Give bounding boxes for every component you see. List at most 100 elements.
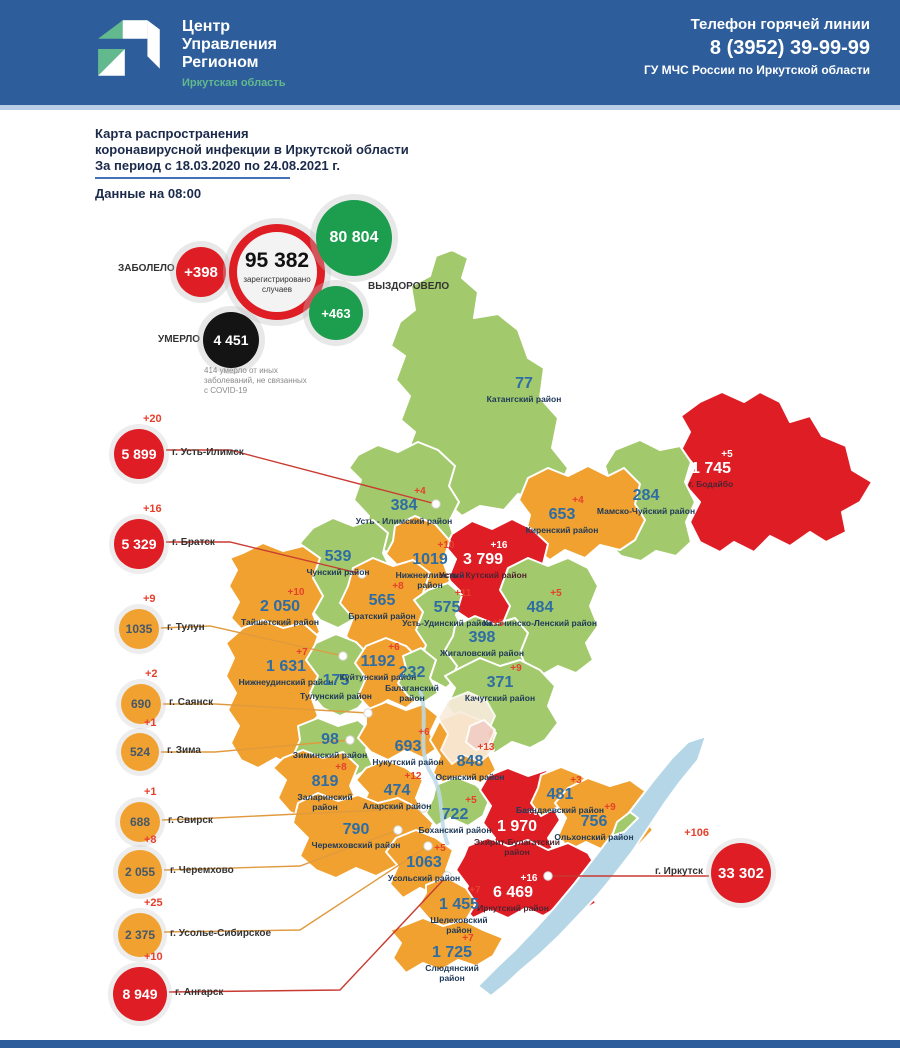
district-name-kirensky: Киренский район [525, 524, 599, 535]
district-value-zalarinsky: 819 [311, 773, 339, 790]
city-delta-zima: +1 [144, 717, 157, 729]
district-name-olkhonsky: Ольхонский район [554, 831, 634, 842]
city-circle-cheremkhovo: 2 055 [118, 850, 162, 894]
district-delta-zhigalovsky: +5 [492, 618, 504, 629]
district-label-bodaibinsky: +5 1 745 г. Бодайбо [689, 450, 733, 490]
data-time-label: Данные на 08:00 [95, 186, 202, 201]
city-circle-svirsk: 688 [120, 802, 160, 842]
district-delta-nizhneudinsky: +7 [296, 647, 308, 658]
map-title-line1: Карта распространения [95, 126, 249, 141]
district-delta-ust_udinsky: +11 [454, 588, 472, 599]
city-delta-irkutsk: +106 [684, 827, 709, 839]
district-name-usolsky: Усольский район [387, 872, 461, 883]
district-value-usolsky: 1063 [406, 854, 442, 871]
district-value-cheremkhovsky: 790 [342, 821, 370, 838]
city-delta-sayansk: +2 [145, 668, 158, 680]
district-value-bodaibinsky: 1 745 [690, 460, 732, 477]
died-footnote: 414 умерло от иных заболеваний, не связа… [204, 366, 307, 395]
city-label-irkutsk: г. Иркутск [654, 866, 703, 877]
total-cases-caption: зарегистрировано случаев [243, 275, 311, 294]
district-label-taishetsky: +10 2 050 Тайшетский район [241, 588, 319, 628]
district-name-slyudyansky: Слюдянский район [425, 962, 479, 983]
district-name-chunsky: Чунский район [306, 566, 370, 577]
district-name-ekhirit_bulagatsky: Эхирит-Булагатский район [474, 836, 560, 857]
title-block: Карта распространения коронавирусной инф… [95, 126, 409, 201]
city-label-cheremkhovo: г. Черемхово [170, 865, 234, 876]
district-name-zhigalovsky: Жигаловский район [440, 647, 524, 658]
district-value-kachugsky: 371 [486, 674, 514, 691]
city-delta-usolye_sibirskoe: +25 [144, 897, 163, 909]
city-label-tulun: г. Тулун [167, 622, 205, 633]
district-name-bodaibinsky: г. Бодайбо [688, 478, 734, 489]
district-label-kachugsky: +9 371 Качугский район [465, 664, 535, 704]
district-label-balagansky: 232 Балаганский район [372, 664, 452, 703]
district-delta-kachugsky: +9 [510, 663, 522, 674]
district-delta-shelekhovsky: +7 [469, 885, 481, 896]
district-value-ust_kutsky: 3 799 [462, 551, 504, 568]
district-value-ekhirit_bulagatsky: 1 970 [496, 818, 538, 835]
org-text: Центр Управления Регионом Иркутская обла… [182, 12, 285, 89]
district-name-shelekhovsky: Шелеховский район [430, 914, 488, 935]
recovered-circle: 80 804 [316, 200, 392, 276]
hotline-phone: 8 (3952) 39-99-99 [709, 37, 870, 59]
district-value-bayandaevsky: 481 [546, 786, 574, 803]
district-value-kirensky: 653 [548, 506, 576, 523]
city-delta-bratsk: +16 [143, 503, 162, 515]
district-delta-usolsky: +5 [434, 843, 446, 854]
hotline-label: Телефон горячей линии [690, 16, 870, 33]
district-name-zalarinsky: Заларинский район [297, 791, 353, 812]
district-delta-taishetsky: +10 [287, 587, 305, 598]
district-delta-nukutsky: +6 [418, 727, 430, 738]
district-name-mamsko_chuisky: Мамско-Чуйский район [596, 505, 696, 516]
district-delta-kuitunsky: +6 [388, 642, 400, 653]
city-circle-sayansk: 690 [121, 684, 161, 724]
district-value-shelekhovsky: 1 455 [438, 896, 480, 913]
title-underline [95, 177, 290, 179]
district-value-katangsky: 77 [515, 375, 533, 392]
district-name-kachugsky: Качугский район [464, 692, 536, 703]
district-label-kirensky: +4 653 Киренский район [526, 496, 599, 536]
org-region: Иркутская область [182, 77, 286, 89]
city-circle-bratsk: 5 329 [114, 519, 164, 569]
city-circle-ust_ilimsk: 5 899 [114, 429, 164, 479]
city-label-zima: г. Зима [167, 745, 201, 756]
city-delta-cheremkhovo: +8 [144, 834, 157, 846]
district-name-ziminsky: Зиминский район [292, 749, 368, 760]
district-name-katangsky: Катангский район [486, 393, 562, 404]
city-label-angarsk: г. Ангарск [175, 987, 224, 998]
district-value-ust_udinsky: 575 [433, 599, 461, 616]
district-label-zalarinsky: +8 819 Заларинский район [285, 763, 365, 812]
total-cases-circle: 95 382 зарегистрировано случаев [229, 224, 325, 320]
district-name-balagansky: Балаганский район [385, 682, 439, 703]
district-name-ust_ilimsky: Усть - Илимский район [355, 515, 453, 526]
city-circle-angarsk: 8 949 [113, 967, 167, 1021]
city-circle-usolye_sibirskoe: 2 375 [118, 913, 162, 957]
city-delta-angarsk: +10 [144, 951, 163, 963]
district-delta-kirensky: +4 [572, 495, 584, 506]
city-label-usolye_sibirskoe: г. Усолье-Сибирское [170, 928, 272, 939]
org-name-line3: Регионом [182, 54, 259, 71]
header: Центр Управления Регионом Иркутская обла… [0, 0, 900, 110]
district-label-ziminsky: 98 Зиминский район [292, 731, 368, 761]
city-circle-zima: 524 [121, 733, 159, 771]
district-label-nukutsky: +6 693 Нукутский район [372, 728, 443, 768]
city-delta-ust_ilimsk: +20 [143, 413, 162, 425]
district-delta-kazachinsko_lensky: +5 [550, 588, 562, 599]
district-value-balagansky: 232 [398, 664, 426, 681]
city-delta-tulun: +9 [143, 593, 156, 605]
recovered-label: ВЫЗДОРОВЕЛО [368, 281, 450, 292]
district-label-zhigalovsky: +5 398 Жигаловский район [440, 619, 524, 659]
district-delta-bokhansky: +5 [465, 795, 477, 806]
district-name-ust_kutsky: Усть - Кутский район [439, 569, 527, 580]
hotline-org: ГУ МЧС России по Иркутской области [644, 63, 870, 77]
city-label-svirsk: г. Свирск [168, 815, 213, 826]
district-label-shelekhovsky: +7 1 455 Шелеховский район [419, 886, 499, 935]
hotline-block: Телефон горячей линии 8 (3952) 39-99-99 … [644, 16, 870, 77]
district-name-tulunsky: Тулунский район [300, 690, 372, 701]
died-circle: 4 451 [203, 312, 259, 368]
district-value-nukutsky: 693 [394, 738, 422, 755]
district-delta-bayandaevsky: +3 [570, 775, 582, 786]
district-value-slyudyansky: 1 725 [431, 944, 473, 961]
city-circle-irkutsk: 33 302 [711, 843, 771, 903]
district-label-ust_kutsky: +16 3 799 Усть - Кутский район [439, 541, 527, 581]
